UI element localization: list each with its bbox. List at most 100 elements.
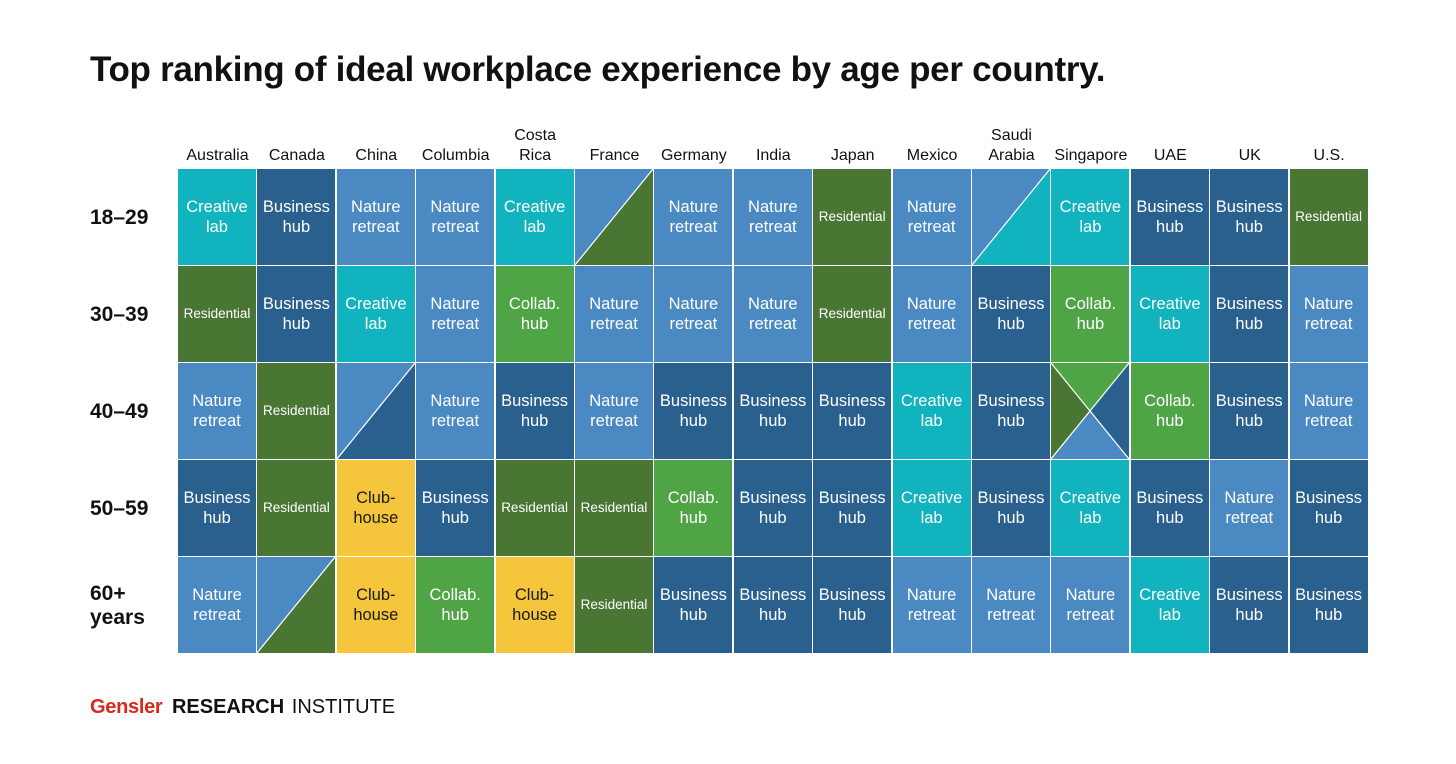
cell-label: Nature retreat xyxy=(748,294,798,334)
tie-part-nature-retreat xyxy=(1051,411,1130,459)
cell-label: Residential xyxy=(262,500,330,515)
cell-nature-retreat: Nature retreat xyxy=(892,169,971,265)
cell-label: Business hub xyxy=(977,391,1045,431)
cell-label: Business hub xyxy=(262,197,330,237)
cell-business-hub: Business hub xyxy=(1210,557,1289,653)
cell-label: Residential xyxy=(580,597,648,612)
cell-label: Business hub xyxy=(1136,197,1204,237)
cell-label: Nature retreat xyxy=(589,391,639,431)
cell-business-hub: Business hub xyxy=(257,169,336,265)
column-header-costa-rica: Costa Rica xyxy=(514,127,556,164)
cell-label: Business hub xyxy=(659,391,727,431)
tie-part-business-hub xyxy=(1090,363,1130,459)
cell-label: Nature retreat xyxy=(906,294,957,334)
cell-label: Business hub xyxy=(421,488,489,528)
cell-business-hub: Business hub xyxy=(813,460,892,556)
cell-collab-hub: Collab. hub xyxy=(1130,363,1209,459)
tie-divider-line xyxy=(337,363,415,459)
cell-business-hub: Business hub xyxy=(972,266,1050,362)
column-header-saudi-arabia: Saudi Arabia xyxy=(988,127,1035,164)
cell-label: Business hub xyxy=(818,391,886,431)
cell-label: Residential xyxy=(501,500,568,515)
cell-business-hub: Business hub xyxy=(1210,169,1289,265)
tie-divider-line xyxy=(257,557,335,653)
cell-nature-retreat: Nature retreat xyxy=(1289,266,1368,362)
cell-label: Business hub xyxy=(1215,585,1283,625)
cell-label: Business hub xyxy=(1215,391,1283,431)
cell-label: Business hub xyxy=(818,488,886,528)
cell-club-house: Club- house xyxy=(336,557,415,653)
cell-business-hub: Business hub xyxy=(813,557,892,653)
cell-label: Collab. hub xyxy=(508,294,561,334)
cell-club-house: Club- house xyxy=(495,557,574,653)
cell-label: Business hub xyxy=(501,391,569,431)
cell-business-hub: Business hub xyxy=(654,557,733,653)
cell-label: Nature retreat xyxy=(1224,488,1274,528)
cell-creative-lab: Creative lab xyxy=(178,169,256,265)
row-header-60-years: 60+ years xyxy=(90,581,145,629)
cell-label: Nature retreat xyxy=(906,197,957,237)
cell-nature-retreat: Nature retreat xyxy=(892,557,971,653)
column-header-u-s: U.S. xyxy=(1313,147,1345,164)
brand-research: RESEARCH xyxy=(171,696,285,718)
cell-label: Creative lab xyxy=(1139,585,1201,625)
row-header-18-29: 18–29 xyxy=(90,205,149,229)
column-header-germany: Germany xyxy=(660,147,727,164)
tie-divider-line xyxy=(575,169,653,265)
cell-nature-retreat: Nature retreat xyxy=(892,266,971,362)
cell-business-hub: Business hub xyxy=(654,363,733,459)
cell-nature-retreat: Nature retreat xyxy=(178,557,256,653)
cell-label: Business hub xyxy=(739,585,807,625)
cell-business-hub: Business hub xyxy=(733,363,812,459)
cell-collab-hub: Collab. hub xyxy=(654,460,733,556)
tie-split-shape xyxy=(972,169,1050,265)
cell-nature-retreat: Nature retreat xyxy=(654,266,733,362)
column-header-mexico: Mexico xyxy=(906,147,958,164)
cell-residential: Residential xyxy=(495,460,574,556)
cell-label: Nature retreat xyxy=(1303,294,1354,334)
cell-business-hub: Business hub xyxy=(1130,169,1209,265)
column-header-uk: UK xyxy=(1238,147,1261,164)
tie-divider-line xyxy=(1051,363,1129,459)
tie-part-residential xyxy=(1051,363,1091,459)
cell-label: Creative lab xyxy=(345,294,407,334)
cell-business-hub: Business hub xyxy=(178,460,256,556)
cell-tie xyxy=(336,363,415,459)
cell-nature-retreat: Nature retreat xyxy=(972,557,1050,653)
cell-creative-lab: Creative lab xyxy=(1051,460,1130,556)
cell-business-hub: Business hub xyxy=(1289,460,1368,556)
cell-nature-retreat: Nature retreat xyxy=(416,169,495,265)
column-header-uae: UAE xyxy=(1153,147,1187,164)
tie-split-shape xyxy=(575,169,653,265)
cell-tie xyxy=(257,557,336,653)
cell-nature-retreat: Nature retreat xyxy=(733,169,812,265)
cell-label: Creative lab xyxy=(1139,294,1201,334)
tie-split-shape xyxy=(1051,363,1130,459)
cell-label: Club- house xyxy=(512,585,558,625)
cell-creative-lab: Creative lab xyxy=(892,460,971,556)
column-header-columbia: Columbia xyxy=(421,147,490,164)
cell-label: Creative lab xyxy=(900,391,963,431)
cell-label: Nature retreat xyxy=(589,294,639,334)
cell-label: Nature retreat xyxy=(192,391,242,431)
brand-name: Gensler xyxy=(90,696,163,718)
cell-tie xyxy=(1051,363,1130,459)
cell-label: Creative lab xyxy=(186,197,248,237)
cell-tie xyxy=(972,169,1050,265)
cell-nature-retreat: Nature retreat xyxy=(654,169,733,265)
column-header-france: France xyxy=(589,147,640,164)
cell-nature-retreat: Nature retreat xyxy=(416,363,495,459)
brand-institute: INSTITUTE xyxy=(291,696,396,718)
cell-label: Business hub xyxy=(1295,488,1363,528)
cell-business-hub: Business hub xyxy=(1289,557,1368,653)
cell-nature-retreat: Nature retreat xyxy=(575,363,653,459)
cell-creative-lab: Creative lab xyxy=(1051,169,1130,265)
cell-nature-retreat: Nature retreat xyxy=(733,266,812,362)
cell-business-hub: Business hub xyxy=(1210,363,1289,459)
cell-label: Residential xyxy=(183,306,251,321)
cell-label: Business hub xyxy=(1136,488,1204,528)
cell-label: Residential xyxy=(580,500,648,515)
cell-label: Creative lab xyxy=(1059,197,1122,237)
cell-label: Residential xyxy=(818,209,886,224)
